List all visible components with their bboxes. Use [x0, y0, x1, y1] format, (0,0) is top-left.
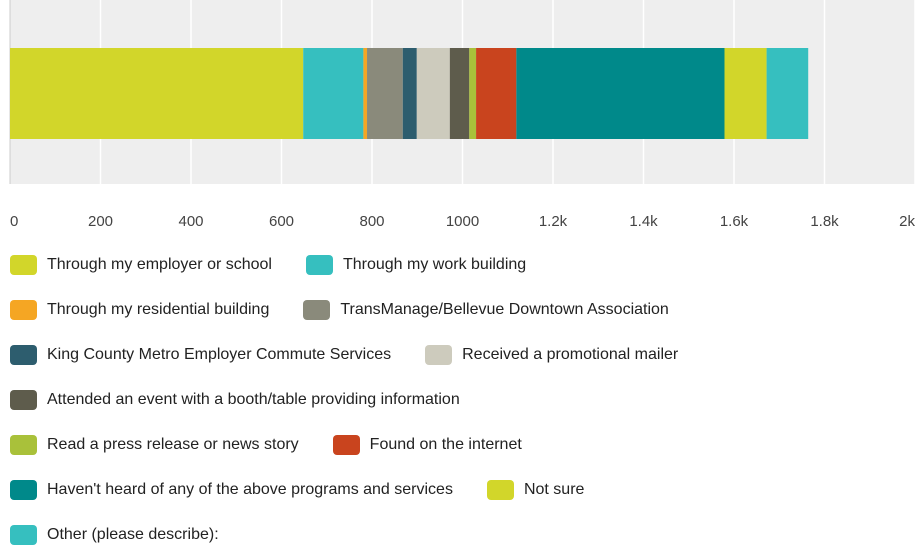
- legend-label: Through my residential building: [47, 300, 270, 318]
- bar-segment-11[interactable]: [724, 48, 767, 139]
- bar-segment-4[interactable]: [367, 48, 403, 139]
- legend-swatch: [10, 299, 37, 320]
- legend-swatch: [303, 299, 331, 320]
- legend-swatch: [10, 389, 37, 410]
- legend-label: Haven't heard of any of the above progra…: [47, 480, 453, 498]
- legend-row: Other (please describe):: [10, 512, 915, 557]
- legend-row: Haven't heard of any of the above progra…: [10, 467, 915, 512]
- legend-label: Other (please describe):: [47, 525, 219, 543]
- legend-item[interactable]: Through my residential building: [10, 299, 270, 320]
- legend-item[interactable]: TransManage/Bellevue Downtown Associatio…: [303, 299, 669, 320]
- x-tick-label: 1.2k: [539, 213, 568, 230]
- x-axis-ticks: 0 200 400 600 800 1000 1.2k 1.4k 1.6k 1.8k 2k: [10, 213, 915, 230]
- legend-label: Through my employer or school: [47, 255, 272, 273]
- x-tick-label: 2k: [899, 213, 915, 230]
- bar-segment-5[interactable]: [402, 48, 417, 139]
- x-tick-label: 1.8k: [810, 213, 839, 230]
- legend-item[interactable]: Not sure: [486, 479, 585, 500]
- legend-label: Read a press release or news story: [47, 435, 299, 453]
- legend-item[interactable]: Other (please describe):: [10, 524, 219, 545]
- legend-swatch: [10, 434, 37, 455]
- x-tick-label: 200: [88, 213, 113, 230]
- x-tick-label: 800: [359, 213, 384, 230]
- x-tick-label: 400: [178, 213, 203, 230]
- legend-item[interactable]: Attended an event with a booth/table pro…: [10, 389, 460, 410]
- bar-segment-8[interactable]: [469, 48, 477, 139]
- bar-segment-2[interactable]: [303, 48, 364, 139]
- legend-swatch: [10, 344, 37, 365]
- legend-label: Found on the internet: [369, 435, 522, 453]
- legend-row: Through my residential building TransMana…: [10, 287, 915, 332]
- x-tick-label: 0: [10, 213, 18, 230]
- legend-item[interactable]: Through my employer or school: [10, 254, 272, 275]
- legend-item[interactable]: Found on the internet: [332, 434, 522, 455]
- bar-segments: [10, 48, 809, 139]
- legend-row: Through my employer or school Through my …: [10, 242, 915, 287]
- stacked-bar-chart: 0 200 400 600 800 1000 1.2k 1.4k 1.6k 1.8k 2k: [9, 0, 916, 230]
- legend-row: Read a press release or news story Found …: [10, 422, 915, 467]
- legend-swatch: [10, 254, 37, 275]
- legend-label: Received a promotional mailer: [462, 345, 679, 363]
- legend-swatch: [425, 344, 453, 365]
- bar-segment-6[interactable]: [416, 48, 450, 139]
- legend-swatch: [305, 254, 333, 275]
- x-tick-label: 1.4k: [629, 213, 658, 230]
- legend-label: Attended an event with a booth/table pro…: [47, 390, 460, 408]
- legend-label: TransManage/Bellevue Downtown Associatio…: [340, 300, 669, 318]
- legend-item[interactable]: Through my work building: [305, 254, 527, 275]
- legend-row: King County Metro Employer Commute Servi…: [10, 332, 915, 377]
- legend-label: Not sure: [523, 480, 585, 498]
- legend-label: Through my work building: [342, 255, 527, 273]
- x-tick-label: 1.6k: [720, 213, 749, 230]
- bar-segment-7[interactable]: [449, 48, 470, 139]
- bar-segment-3[interactable]: [363, 48, 368, 139]
- legend-item[interactable]: Read a press release or news story: [10, 434, 299, 455]
- x-tick-label: 1000: [446, 213, 479, 230]
- legend-label: King County Metro Employer Commute Servi…: [47, 345, 392, 363]
- x-tick-label: 600: [269, 213, 294, 230]
- bar-segment-9[interactable]: [476, 48, 517, 139]
- bar-segment-1[interactable]: [10, 48, 304, 139]
- legend-swatch: [10, 479, 37, 500]
- legend-item[interactable]: King County Metro Employer Commute Servi…: [10, 344, 392, 365]
- legend-swatch: [10, 524, 37, 545]
- legend-swatch: [332, 434, 360, 455]
- bar-segment-12[interactable]: [766, 48, 809, 139]
- legend: Through my employer or school Through my …: [10, 242, 915, 557]
- legend-item[interactable]: Received a promotional mailer: [425, 344, 679, 365]
- bar-segment-10[interactable]: [516, 48, 725, 139]
- legend-item[interactable]: Haven't heard of any of the above progra…: [10, 479, 453, 500]
- legend-swatch: [486, 479, 514, 500]
- legend-row: Attended an event with a booth/table pro…: [10, 377, 915, 422]
